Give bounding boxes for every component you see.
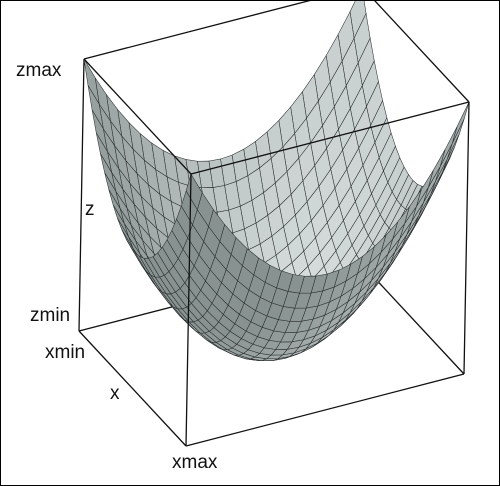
box-edge-front bbox=[190, 101, 470, 175]
paraboloid-surface bbox=[83, 1, 470, 361]
box-edge-back bbox=[78, 58, 85, 332]
surface-patch bbox=[447, 118, 465, 159]
x-max-label: xmax bbox=[172, 452, 218, 473]
surface-patch bbox=[451, 101, 470, 144]
surface-patch bbox=[185, 173, 203, 211]
box-edge-front bbox=[83, 58, 192, 175]
box-edge-front bbox=[463, 101, 470, 375]
z-axis-label: z bbox=[85, 199, 95, 220]
bounding-box-front bbox=[83, 58, 470, 447]
box-edge-back bbox=[374, 1, 470, 103]
z-min-label: zmin bbox=[30, 305, 70, 326]
x-axis-label: x bbox=[110, 383, 120, 404]
box-edge-back bbox=[83, 1, 311, 60]
box-edge-back bbox=[78, 330, 187, 447]
x-min-label: xmin bbox=[45, 342, 85, 363]
z-max-label: zmax bbox=[16, 60, 62, 81]
box-edge-front bbox=[185, 373, 465, 447]
box-edge-front bbox=[185, 173, 192, 447]
